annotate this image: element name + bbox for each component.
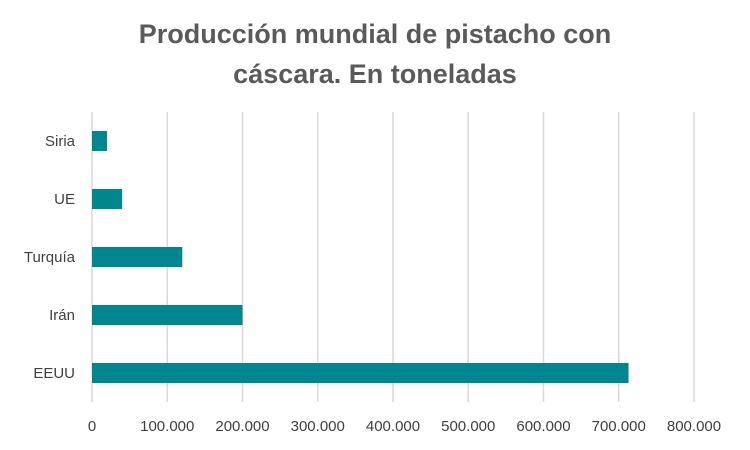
x-tick-label-0: 0 [88,418,96,435]
category-label-turquía: Turquía [24,249,76,266]
bar-irán [92,305,243,325]
category-label-ue: UE [54,191,75,208]
chart-title-line-2: cáscara. En toneladas [233,59,517,89]
category-label-irán: Irán [49,307,75,324]
chart-title: Producción mundial de pistacho con cásca… [0,14,750,94]
category-label-siria: Siria [45,133,76,150]
bar-ue [92,189,123,209]
chart-title-line-1: Producción mundial de pistacho con [138,19,612,49]
category-label-eeuu: EEUU [33,365,75,382]
bar-turquía [92,247,183,267]
x-tick-label-8: 800.000 [667,418,721,435]
x-tick-label-2: 200.000 [215,418,269,435]
x-tick-label-7: 700.000 [592,418,646,435]
x-tick-label-5: 500.000 [441,418,495,435]
x-tick-label-4: 400.000 [366,418,420,435]
x-tick-label-1: 100.000 [140,418,194,435]
bar-eeuu [92,363,629,383]
x-tick-label-6: 600.000 [516,418,570,435]
bar-siria [92,131,108,151]
x-tick-label-3: 300.000 [291,418,345,435]
